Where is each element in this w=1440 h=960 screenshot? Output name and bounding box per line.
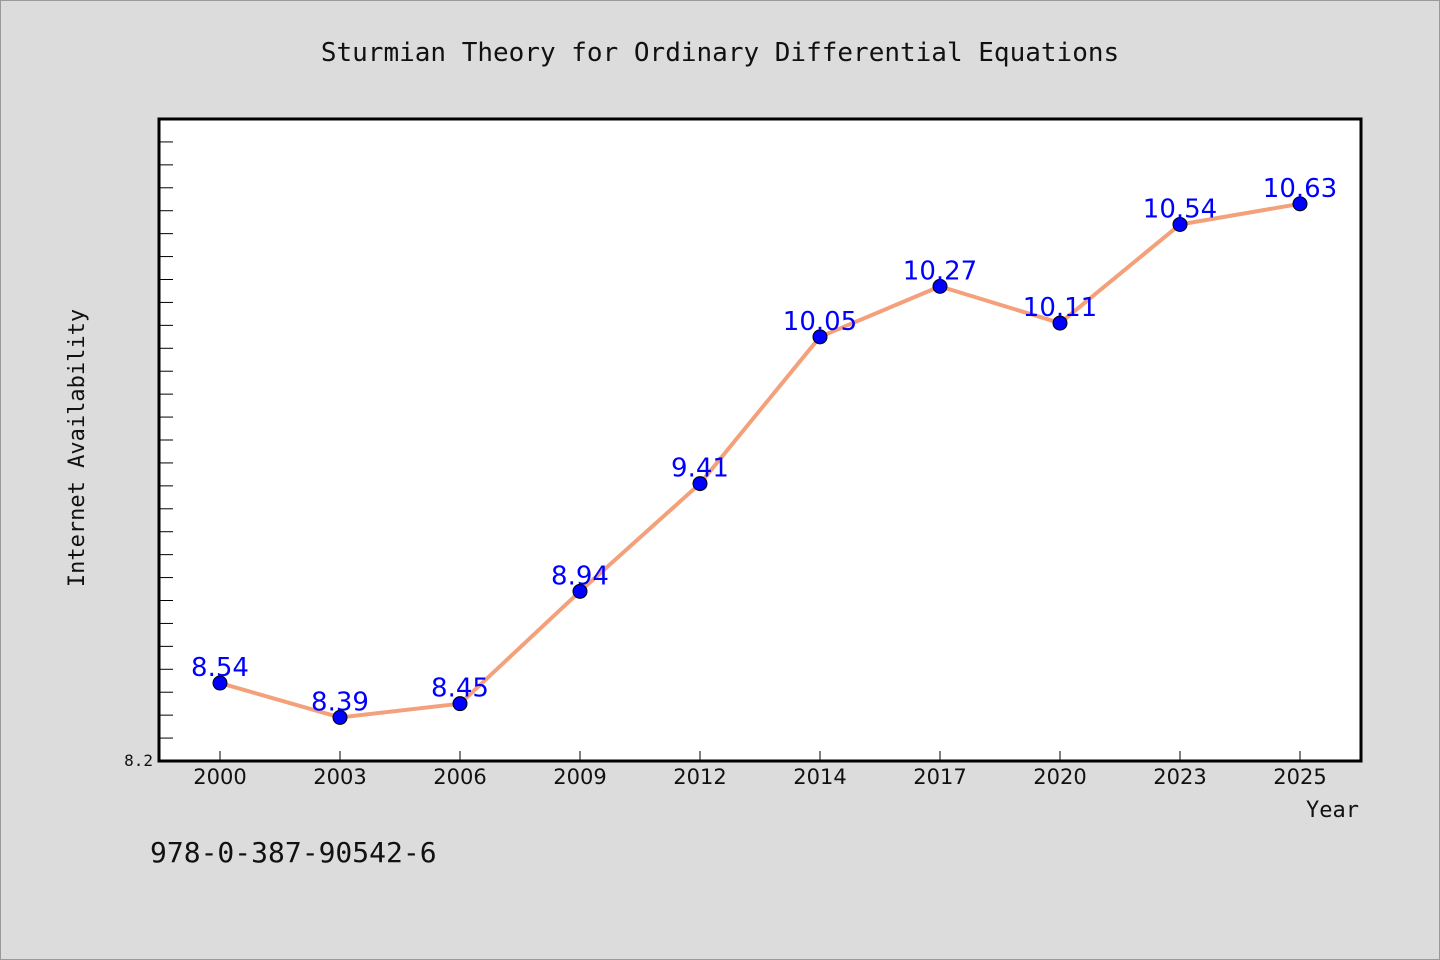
isbn-footer: 978-0-387-90542-6: [150, 836, 437, 869]
x-tick-label: 2017: [913, 765, 966, 789]
series-line: [219, 201, 1301, 720]
data-label: 8.45: [431, 674, 489, 704]
chart-title: Sturmian Theory for Ordinary Differentia…: [321, 38, 1119, 68]
data-point: [572, 583, 588, 599]
x-tick-label: 2012: [673, 765, 726, 789]
x-axis-label: Year: [1306, 798, 1359, 823]
x-tick-label: 2000: [193, 765, 246, 789]
x-tick-label: 2009: [553, 765, 606, 789]
data-point: [1172, 216, 1188, 232]
x-axis-ticks: 2000 2003 2006 2009 2012 2014 2017 2020 2023 2025: [193, 751, 1327, 789]
data-point: [692, 476, 708, 492]
data-point: [932, 278, 948, 294]
x-tick-label: 2006: [433, 765, 486, 789]
data-label: 9.41: [671, 454, 729, 484]
y-axis-label: Internet Availability: [65, 309, 90, 587]
data-label: 10.11: [1023, 293, 1097, 323]
data-label: 8.54: [191, 653, 249, 683]
data-label: 10.27: [903, 256, 977, 286]
data-label: 10.05: [783, 307, 857, 337]
data-point: [1052, 315, 1068, 331]
data-label: 8.39: [311, 687, 369, 717]
x-tick-label: 2025: [1273, 765, 1326, 789]
data-label: 10.63: [1263, 174, 1337, 204]
data-label: 10.54: [1143, 194, 1217, 224]
plot-area: [157, 117, 1363, 763]
x-tick-label: 2003: [313, 765, 366, 789]
data-point: [332, 709, 348, 725]
x-tick-label: 2014: [793, 765, 846, 789]
x-tick-label: 2023: [1153, 765, 1206, 789]
data-point: [812, 329, 828, 345]
x-tick-label: 2020: [1033, 765, 1086, 789]
data-label: 8.94: [551, 561, 609, 591]
series-group: 8.54 8.39 8.45 8.94 9.41 10.05 10.27 10.11 10.54…: [191, 174, 1337, 725]
data-point: [212, 675, 228, 691]
data-point: [1292, 196, 1308, 212]
y-axis-min-label: 8.2: [124, 751, 153, 770]
data-point: [452, 696, 468, 712]
y-axis-ticks: [159, 141, 173, 739]
